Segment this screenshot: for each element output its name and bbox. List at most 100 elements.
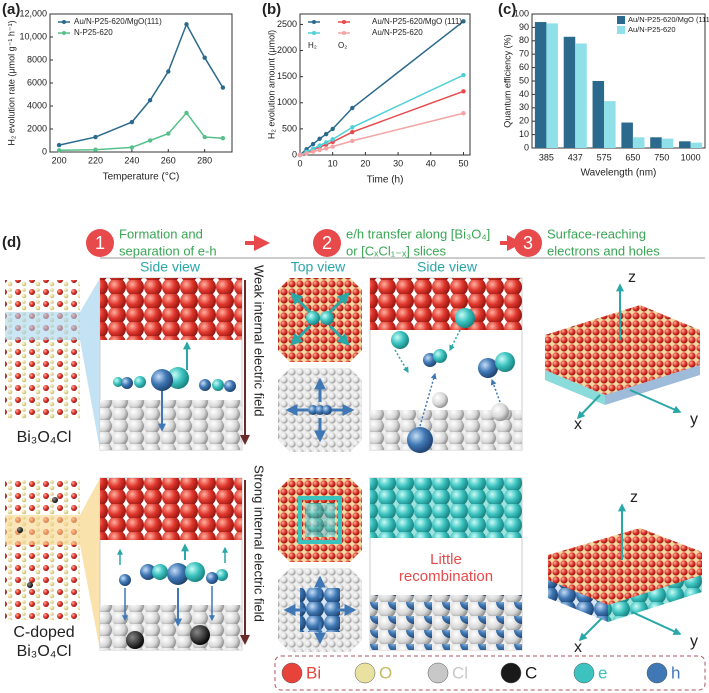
y-tick-label: 70: [519, 49, 529, 59]
legend-label: Bi: [306, 663, 321, 682]
x-tick-label: 40: [426, 158, 436, 168]
legend-label: Au/N-P25-620/MgO (111): [372, 17, 462, 26]
bar: [604, 101, 616, 148]
data-point: [323, 131, 329, 137]
legend-marker: [62, 31, 66, 35]
data-point: [350, 138, 355, 144]
y-tick-label: 12,000: [19, 8, 47, 18]
y-tick-label: 50: [519, 75, 529, 85]
panel-label: (a): [2, 1, 20, 18]
data-point: [147, 138, 153, 143]
data-point: [184, 110, 189, 116]
data-point: [93, 147, 98, 152]
legend-marker: [312, 31, 316, 35]
legend-label: Au/N-P25-620/MgO (111): [628, 15, 709, 24]
y-tick-label: 40: [519, 89, 529, 99]
view-label: Side view: [417, 259, 478, 275]
step-badge: [514, 229, 542, 257]
x-axis-label: Temperature (°C): [103, 172, 180, 183]
data-point: [350, 105, 355, 111]
x-tick-label: 0: [297, 158, 302, 168]
y-tick-label: 1000: [277, 97, 297, 107]
data-point: [317, 147, 322, 153]
data-point: [323, 140, 329, 145]
x-tick-label: 30: [393, 158, 403, 168]
legend-marker: [342, 20, 346, 24]
legend-label: O₂: [338, 41, 347, 50]
data-point: [166, 69, 171, 74]
bar: [534, 22, 547, 148]
legend-label: Cl: [452, 663, 468, 682]
y-axis-label: H₂ evolution amount (μmol): [266, 30, 276, 139]
legend-label: N-P25-620: [74, 28, 113, 37]
axis-label: x: [574, 416, 582, 433]
y-tick-label: 100: [514, 8, 529, 18]
y-tick-label: 1500: [277, 71, 297, 81]
data-point: [220, 85, 226, 90]
y-axis-label: H₂ evolution rate (μmol g⁻¹ h⁻¹): [6, 20, 16, 145]
bar: [575, 43, 587, 149]
data-point: [317, 143, 322, 148]
y-tick-label: 8000: [27, 54, 47, 64]
data-point: [350, 125, 355, 130]
y-tick-label: 80: [519, 35, 529, 45]
data-point: [310, 149, 316, 154]
y-tick-label: 60: [519, 62, 529, 72]
legend-label: O: [379, 663, 392, 682]
y-tick-label: 500: [282, 123, 297, 133]
panel-label: (c): [498, 1, 516, 18]
x-axis-label: Wavelength (nm): [581, 168, 657, 179]
legend-atom: [573, 662, 595, 684]
data-point: [330, 144, 335, 149]
y-tick-label: 90: [519, 22, 529, 32]
plot-frame: [299, 13, 471, 156]
axis-label: y: [690, 633, 698, 650]
x-tick-label: 10: [328, 158, 338, 168]
y-tick-label: 10: [519, 129, 529, 139]
legend-atom: [500, 662, 522, 684]
data-point: [317, 136, 322, 142]
step-text: Surface-reaching: [547, 226, 646, 241]
bar: [650, 137, 662, 148]
legend-marker: [342, 31, 346, 35]
data-point: [330, 126, 335, 132]
field-label: Strong internal electric field: [252, 465, 267, 622]
y-tick-label: 2000: [277, 45, 297, 55]
data-point: [129, 119, 135, 125]
step-number: 2: [322, 233, 332, 253]
bar: [661, 138, 674, 148]
data-point: [461, 89, 466, 94]
x-tick-label: 240: [124, 155, 139, 165]
x-tick-label: 385: [539, 152, 554, 162]
bar: [621, 122, 633, 148]
bar: [690, 142, 703, 148]
view-label: Side view: [140, 259, 201, 275]
material-label: Bi₃O₄Cl: [17, 429, 72, 446]
y-tick-label: 4000: [27, 100, 47, 110]
step-text: electrons and holes: [547, 243, 660, 258]
y-tick-label: 10,000: [19, 31, 47, 41]
data-point: [56, 142, 62, 148]
step-number: 1: [95, 233, 105, 253]
annotation: Little: [430, 551, 462, 568]
x-tick-label: 437: [568, 152, 583, 162]
legend-atom: [427, 662, 449, 684]
x-tick-label: 220: [88, 155, 103, 165]
y-tick-label: 0: [42, 146, 47, 156]
axis-label: y: [690, 411, 698, 428]
bar: [679, 141, 691, 148]
x-tick-label: 750: [654, 152, 669, 162]
step-text: separation of e-h: [119, 243, 217, 258]
data-point: [56, 148, 62, 153]
axis-label: x: [574, 639, 582, 656]
data-point: [323, 146, 329, 151]
x-tick-label: 50: [458, 158, 468, 168]
bar: [563, 36, 576, 148]
step-badge: [86, 229, 114, 257]
legend-label: h: [671, 663, 680, 682]
field-label: Weak internal electric field: [252, 265, 267, 417]
x-tick-label: 1000: [681, 152, 701, 162]
y-tick-label: 2000: [27, 123, 47, 133]
data-point: [166, 131, 171, 136]
